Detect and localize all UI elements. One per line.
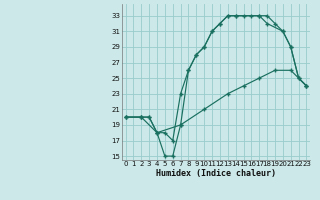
X-axis label: Humidex (Indice chaleur): Humidex (Indice chaleur) [156, 169, 276, 178]
